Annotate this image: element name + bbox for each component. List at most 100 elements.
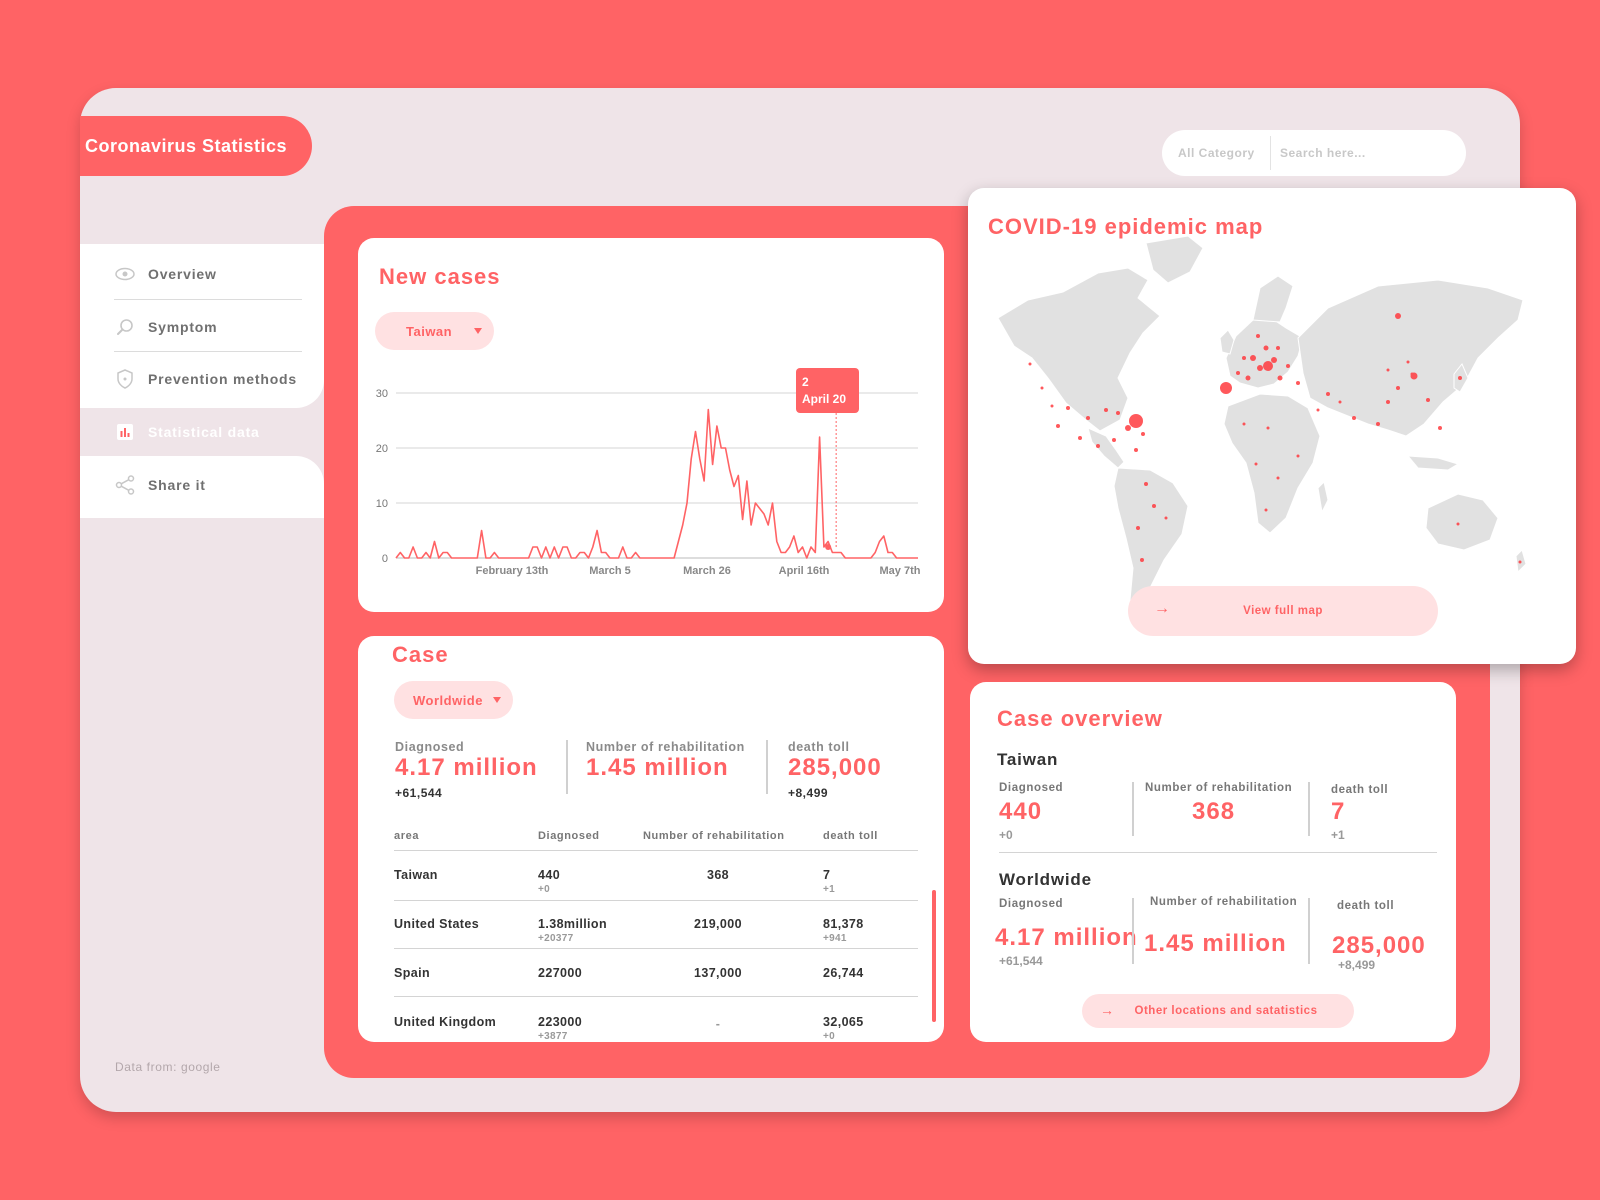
overview-stat-label: Number of rehabilitation <box>1145 782 1293 794</box>
overview-stat-value: 4.17 million <box>995 924 1138 951</box>
nav-divider <box>114 299 302 300</box>
other-locations-label: Other locations and satatistics <box>1134 1005 1318 1017</box>
case-card: Case Worldwide Diagnosed 4.17 million +6… <box>358 636 944 1042</box>
nav-divider <box>114 351 302 352</box>
table-scrollbar[interactable] <box>932 890 936 1022</box>
overview-stat-delta: +1 <box>1331 828 1345 842</box>
overview-section-name: Worldwide <box>999 870 1092 889</box>
table-row-area: Spain <box>394 966 431 980</box>
chevron-down-icon <box>493 697 501 703</box>
share-icon <box>114 474 136 496</box>
table-row-death-delta: +941 <box>823 933 847 944</box>
case-title: Case <box>392 642 449 667</box>
stat-death-label: death toll <box>788 740 850 754</box>
shield-icon <box>114 368 136 390</box>
stat-diagnosed-label: Diagnosed <box>395 740 465 754</box>
stat-divider <box>766 740 768 794</box>
sidebar-item-prevention[interactable]: Prevention methods <box>114 353 304 405</box>
table-row-rehab: 219,000 <box>694 917 742 931</box>
table-row-divider <box>394 900 918 901</box>
stat-diagnosed-delta: +61,544 <box>395 786 443 800</box>
y-tick-label: 30 <box>376 388 388 400</box>
table-row-rehab: - <box>715 1017 721 1031</box>
overview-stat-label: death toll <box>1337 900 1395 912</box>
table-row-area: United Kingdom <box>394 1015 497 1029</box>
tooltip-value: 2 <box>802 375 809 389</box>
chart-tooltip: 2 April 20 <box>796 368 859 413</box>
x-tick-label: May 7th <box>880 565 921 577</box>
overview-stat-value: 7 <box>1331 798 1346 825</box>
table-row-diagnosed-delta: +3877 <box>538 1031 568 1042</box>
x-tick-label: March 26 <box>683 565 731 577</box>
table-row-divider <box>394 996 918 997</box>
view-full-map-button[interactable]: → View full map <box>1128 586 1438 636</box>
overview-stat-value: 1.45 million <box>1144 930 1287 957</box>
sidebar-item-label: Symptom <box>148 319 218 335</box>
stat-rehab-value: 1.45 million <box>586 754 729 781</box>
arrow-right-icon: → <box>1154 600 1171 617</box>
category-select[interactable]: All Category <box>1178 146 1255 160</box>
table-row-diagnosed: 440 <box>538 868 561 882</box>
table-row-divider <box>394 948 918 949</box>
new-cases-chart: 0 10 20 30 February 13th March 5 March 26 April… <box>376 388 921 577</box>
stat-death-value: 285,000 <box>788 754 882 781</box>
table-row-area: United States <box>394 917 480 931</box>
table-row-area: Taiwan <box>394 868 438 882</box>
overview-title: Case overview <box>997 706 1163 731</box>
table-row-diagnosed: 1.38million <box>538 917 608 931</box>
overview-stat-delta: +61,544 <box>999 954 1043 968</box>
tooltip-date: April 20 <box>802 392 847 406</box>
view-full-map-label: View full map <box>1243 605 1323 617</box>
overview-section-name: Taiwan <box>997 750 1059 769</box>
table-row-diagnosed: 227000 <box>538 966 583 980</box>
search-divider <box>1270 136 1271 170</box>
area-dropdown-value: Worldwide <box>413 692 483 708</box>
other-locations-button[interactable]: → Other locations and satatistics <box>1082 994 1354 1028</box>
overview-section-divider <box>999 852 1437 853</box>
overview-divider <box>1132 898 1134 964</box>
sidebar-item-share[interactable]: Share it <box>114 459 304 511</box>
sidebar-item-overview[interactable]: Overview <box>114 248 304 300</box>
column-header-diagnosed: Diagnosed <box>538 830 600 842</box>
map-title: COVID-19 epidemic map <box>988 214 1264 239</box>
sidebar-item-label: Overview <box>148 266 217 282</box>
magnifier-icon <box>114 316 136 338</box>
epidemic-map-card: COVID-19 epidemic map <box>968 188 1576 664</box>
overview-stat-label: Number of rehabilitation <box>1150 896 1298 908</box>
sidebar-item-label: Prevention methods <box>148 371 297 387</box>
sidebar-item-label: Share it <box>148 477 206 493</box>
overview-stat-delta: +0 <box>999 828 1013 842</box>
x-tick-label: February 13th <box>476 565 549 577</box>
sidebar-item-label: Statistical data <box>148 424 260 440</box>
area-dropdown[interactable]: Worldwide <box>394 681 513 719</box>
table-row-diagnosed-delta: +20377 <box>538 933 574 944</box>
eye-icon <box>114 263 136 285</box>
stat-divider <box>566 740 568 794</box>
region-dropdown[interactable]: Taiwan <box>375 312 494 350</box>
data-source-note: Data from: google <box>115 1060 221 1074</box>
stat-diagnosed-value: 4.17 million <box>395 754 538 781</box>
column-header-area: area <box>394 830 420 842</box>
app-title: Coronavirus Statistics <box>80 116 312 176</box>
overview-stat-label: Diagnosed <box>999 782 1064 794</box>
overview-stat-value: 440 <box>999 798 1043 825</box>
table-row-death: 7 <box>823 868 831 882</box>
sidebar-item-symptom[interactable]: Symptom <box>114 301 304 353</box>
highlight-point[interactable] <box>825 544 832 550</box>
new-cases-card: New cases Taiwan 0 10 20 30 February 13th Mar… <box>358 238 944 612</box>
table-row-death: 26,744 <box>823 966 864 980</box>
y-tick-label: 0 <box>382 553 388 565</box>
arrow-right-icon: → <box>1100 1002 1115 1018</box>
table-row-death: 81,378 <box>823 917 864 931</box>
table-row-rehab: 368 <box>706 868 730 882</box>
world-map[interactable] <box>968 188 1576 664</box>
case-overview-card: Case overview Taiwan Diagnosed 440 +0 Nu… <box>970 682 1456 1042</box>
search-input[interactable] <box>1280 134 1450 172</box>
x-tick-label: March 5 <box>589 565 631 577</box>
table-row-diagnosed: 223000 <box>538 1015 583 1029</box>
chevron-down-icon <box>474 328 482 334</box>
table-row-death-delta: +0 <box>823 1031 836 1042</box>
y-tick-label: 20 <box>376 443 388 455</box>
series-line <box>395 408 918 559</box>
sidebar-item-statistical-data[interactable]: Statistical data <box>114 406 304 458</box>
